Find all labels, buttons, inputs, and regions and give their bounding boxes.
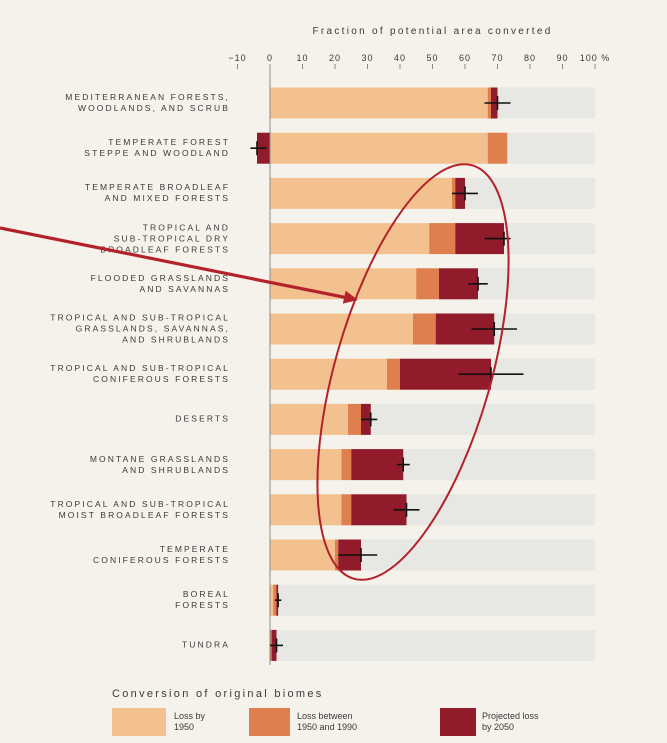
category-label: TROPICAL AND SUB-TROPICAL MOIST BROADLEA… xyxy=(50,498,230,520)
x-axis-label: Fraction of potential area converted xyxy=(312,26,553,37)
bar-track xyxy=(270,629,595,661)
x-tick-label: 40 xyxy=(393,53,407,63)
category-label: MEDITERRANEAN FORESTS, WOODLANDS, AND SC… xyxy=(65,92,230,113)
category-label: TROPICAL AND SUB-TROPICAL DRY BROADLEAF … xyxy=(100,222,230,255)
bar-loss-between-1950-and-1990 xyxy=(487,132,508,164)
category-label: TEMPERATE BROADLEAF AND MIXED FORESTS xyxy=(84,182,230,204)
category-label: TROPICAL AND SUB-TROPICAL GRASSLANDS, SA… xyxy=(50,312,230,345)
error-bar xyxy=(270,638,283,653)
legend-label-loss-by-1950: Loss by 1950 xyxy=(174,711,206,732)
category-label: MONTANE GRASSLANDS AND SHRUBLANDS xyxy=(89,453,230,475)
legend-swatch-projected-loss-2050 xyxy=(440,708,476,736)
x-axis xyxy=(237,64,596,665)
bar-loss-by-1950 xyxy=(270,584,274,616)
x-tick-label: 20 xyxy=(328,53,342,63)
x-tick-label: 100 % xyxy=(579,53,611,63)
x-tick-label: 30 xyxy=(361,53,374,63)
bar-loss-by-1950 xyxy=(270,132,488,164)
error-bar xyxy=(484,96,511,110)
category-label: BOREAL FORESTS xyxy=(175,589,230,611)
legend-swatch-loss-1950-1990 xyxy=(249,708,290,736)
legend-title: Conversion of original biomes xyxy=(112,688,324,700)
category-label: TEMPERATE CONIFEROUS FORESTS xyxy=(93,544,230,565)
x-tick-label: 10 xyxy=(296,53,309,63)
legend-label-projected-loss-2050: Projected loss by 2050 xyxy=(482,711,539,732)
x-tick-label: 90 xyxy=(556,53,569,63)
category-label: FLOODED GRASSLANDS AND SAVANNAS xyxy=(90,272,230,294)
category-label: TROPICAL AND SUB-TROPICAL CONIFEROUS FOR… xyxy=(50,363,230,385)
legend-label-loss-1950-1990: Loss between 1950 and 1990 xyxy=(297,711,358,732)
x-tick-label: 70 xyxy=(491,53,504,63)
bar-loss-by-1950 xyxy=(270,87,488,119)
x-tick-label: −10 xyxy=(228,53,247,63)
category-label: DESERTS xyxy=(175,413,230,424)
error-bar xyxy=(250,141,267,156)
x-tick-label: 50 xyxy=(426,53,439,63)
x-tick-label: 0 xyxy=(266,53,274,63)
error-bar xyxy=(274,593,282,608)
legend-swatch-loss-by-1950 xyxy=(112,708,166,736)
bar-track xyxy=(270,584,595,616)
x-tick-label: 60 xyxy=(458,53,472,63)
category-label: TEMPERATE FOREST STEPPE AND WOODLAND xyxy=(84,137,230,159)
x-tick-label: 80 xyxy=(523,53,537,63)
category-label: TUNDRA xyxy=(181,639,230,650)
